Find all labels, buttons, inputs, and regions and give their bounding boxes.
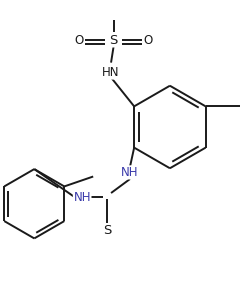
- Text: HN: HN: [102, 66, 120, 79]
- Text: S: S: [109, 34, 118, 47]
- Text: NH: NH: [73, 191, 91, 204]
- Text: S: S: [103, 224, 111, 237]
- Text: O: O: [144, 34, 153, 47]
- Text: NH: NH: [121, 166, 139, 179]
- Text: O: O: [74, 34, 83, 47]
